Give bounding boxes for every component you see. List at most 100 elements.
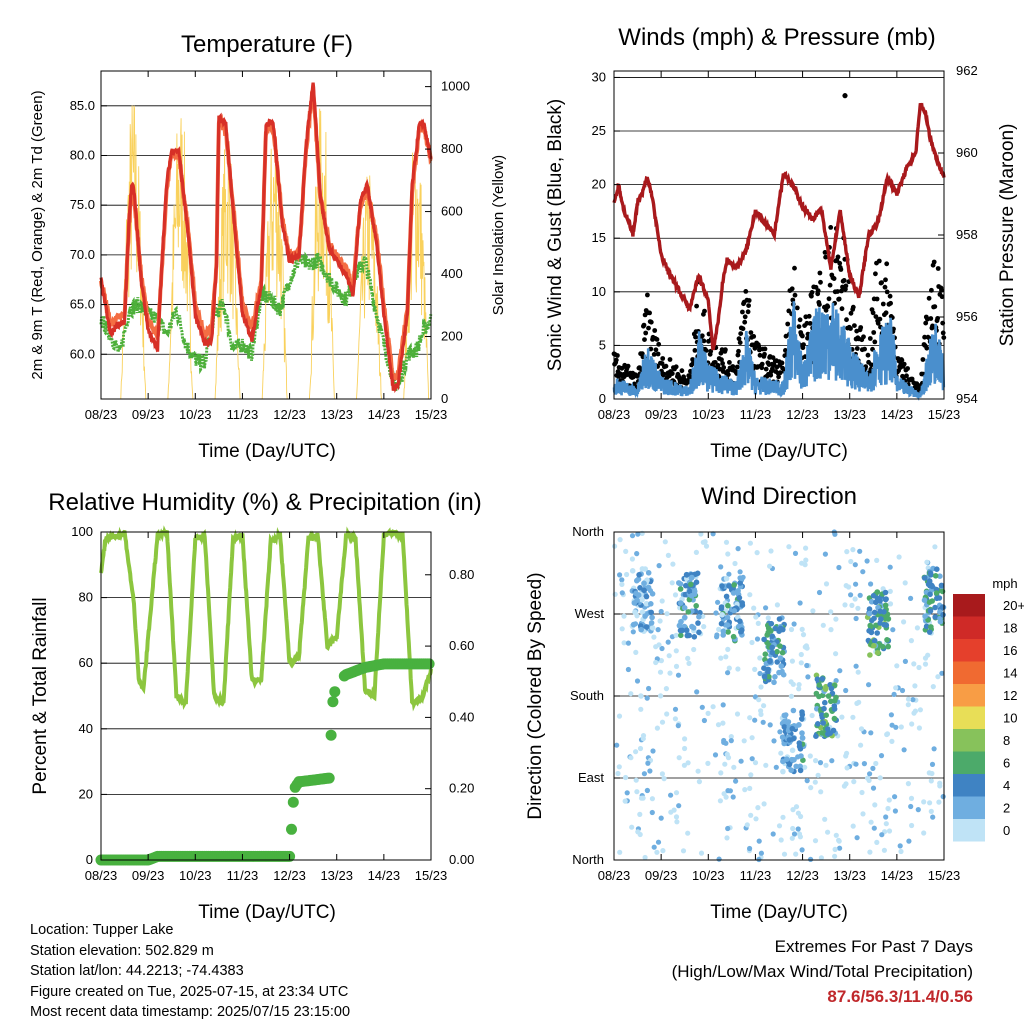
direction-point [680,848,687,854]
direction-point [631,600,638,606]
gust-point [809,290,815,295]
gust-point [641,322,647,328]
direction-point [658,693,664,699]
extremes-values: 87.6/56.3/11.4/0.56 [827,987,973,1006]
direction-point [769,644,775,651]
direction-point [747,540,754,546]
direction-point [767,722,773,728]
direction-point [748,772,754,778]
direction-point [757,670,763,677]
gust-point [841,278,847,283]
direction-point [619,581,625,588]
direction-point [867,849,873,855]
direction-xtick-label: 12/23 [786,868,819,883]
direction-point [866,610,873,617]
gust-point [615,353,620,358]
direction-point [860,811,866,817]
gust-point [796,324,802,329]
direction-point [798,753,804,759]
direction-point [795,826,801,832]
direction-point [672,706,679,712]
direction-point [931,746,937,752]
direction-point [617,572,623,578]
direction-point [761,665,767,671]
direction-point [833,678,839,684]
direction-point [816,589,823,596]
direction-point [802,562,808,568]
direction-point [728,734,734,740]
direction-point [797,767,804,774]
gust-point [843,283,849,289]
gust-point [660,356,666,361]
gust-point [844,317,849,323]
gust-point [613,357,619,363]
direction-point [850,547,856,553]
direction-point [644,695,650,701]
direction-point [696,614,702,620]
direction-point [658,815,664,821]
direction-point [645,760,651,766]
direction-point [694,689,700,695]
direction-point [915,807,921,813]
direction-point [674,819,680,825]
direction-point [788,626,795,633]
direction-point [693,579,700,585]
direction-point [885,616,892,622]
temperature-ytick-right-label: 1000 [441,79,470,94]
gust-point [883,277,888,283]
direction-point [752,666,758,673]
direction-point [777,643,783,649]
direction-point [930,814,936,820]
winds-pressure-panel: Winds (mph) & Pressure (mb) 30 25 20 15 10 5 0… [545,24,1018,462]
direction-point [685,609,692,615]
direction-point [874,630,880,636]
gust-point [901,361,907,367]
direction-point [728,738,734,744]
direction-point [908,638,915,644]
direction-point [738,575,745,582]
direction-point [874,557,880,564]
direction-point [615,770,621,777]
direction-point [721,791,727,797]
gust-point [873,314,879,319]
direction-point [833,616,839,622]
direction-point [936,595,943,601]
winds-ytick-left-label: 20 [592,177,606,192]
gust-point [883,310,889,316]
gust-point [792,292,798,298]
wind-direction-panel: Wind Direction NorthWestSouthEastNorth08… [525,483,1024,923]
direction-point [866,777,872,784]
direction-point [762,651,769,657]
direction-point [853,663,859,669]
direction-point [817,760,824,766]
direction-point [669,580,675,586]
direction-point [720,702,726,708]
gust-point [861,334,866,340]
direction-point [676,580,682,586]
direction-point [725,755,732,761]
gust-point [648,346,654,352]
direction-point [883,814,889,820]
gust-point [940,330,946,336]
gust-point [873,271,878,277]
legend-swatch [953,661,985,684]
gust-point [723,347,728,353]
gust-point [823,254,828,260]
direction-point [860,569,866,575]
direction-point [790,825,796,832]
direction-point [753,816,759,822]
direction-point [777,625,784,632]
gust-point [768,372,774,378]
direction-point [780,768,786,775]
direction-point [768,620,775,627]
gust-point [874,296,880,302]
direction-point [871,609,878,616]
humidity-xlabel: Time (Day/UTC) [198,902,336,923]
gust-point [735,352,741,358]
direction-point [649,809,655,816]
direction-point [705,760,711,767]
direction-point [635,531,641,537]
direction-point [774,648,780,655]
direction-point [790,807,796,813]
humidity-ytick-left-label: 80 [79,590,93,605]
